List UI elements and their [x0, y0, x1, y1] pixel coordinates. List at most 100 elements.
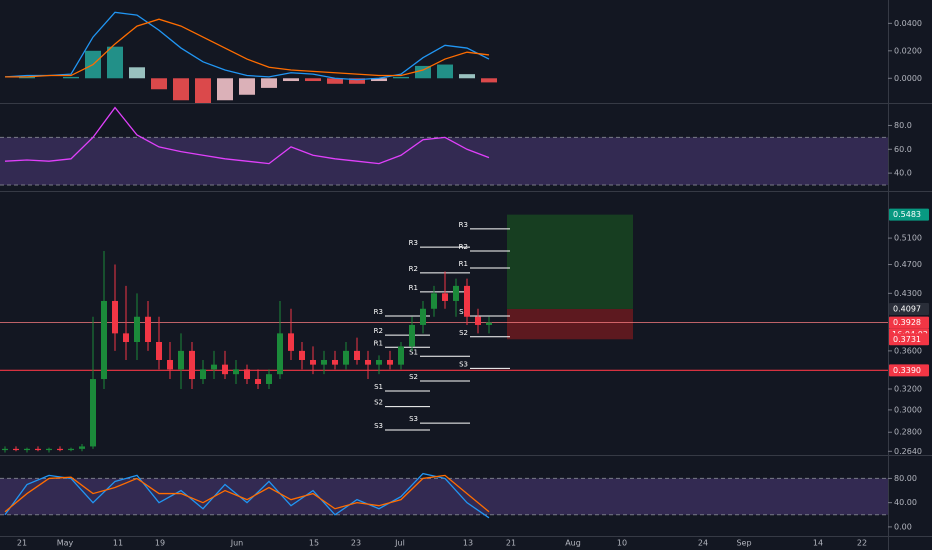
- histogram-bar: [481, 78, 497, 83]
- candle-body: [101, 300, 107, 380]
- pivot-label: S2: [459, 329, 468, 337]
- pivot-label: R2: [374, 327, 383, 335]
- histogram-bar: [283, 78, 299, 82]
- pivot-label: S2: [409, 373, 418, 381]
- candle-body: [409, 324, 415, 347]
- x-tick-label: 22: [857, 539, 867, 548]
- x-tick-label: 23: [351, 539, 361, 548]
- candle-body: [68, 448, 74, 451]
- candle-body: [398, 346, 404, 365]
- y-tick-label: 0.3600: [894, 346, 922, 355]
- x-tick-label: 21: [506, 539, 516, 548]
- indicator-line: [4, 474, 490, 513]
- candle-body: [189, 350, 195, 380]
- y-tick-label: 40.00: [894, 498, 917, 507]
- candle-body: [79, 446, 85, 449]
- candle-body: [387, 359, 393, 365]
- histogram-bar: [349, 78, 365, 84]
- y-tick-label: 0.0200: [894, 46, 922, 55]
- price-tag: [889, 302, 929, 315]
- candle-body: [211, 364, 217, 370]
- price-tag-label: 0.3731: [893, 335, 921, 344]
- y-tick-label: 40.0: [894, 169, 912, 178]
- pivot-label: R1: [374, 339, 383, 347]
- candle-body: [354, 350, 360, 360]
- histogram-bar: [415, 65, 431, 79]
- price-tag: [889, 316, 929, 329]
- pivot-label: R3: [409, 239, 418, 247]
- y-tick-label: 0.4700: [894, 260, 922, 269]
- histogram-bar: [459, 74, 475, 79]
- indicator-line: [4, 106, 490, 165]
- price-tag: [889, 208, 929, 221]
- candle-body: [167, 359, 173, 370]
- candle-body: [475, 316, 481, 325]
- candle-body: [255, 379, 261, 384]
- pivot-label: R1: [409, 284, 418, 292]
- histogram-bar: [129, 67, 145, 79]
- candle-body: [156, 341, 162, 360]
- y-tick-label: 0.0000: [894, 74, 922, 83]
- pivot-label: S3: [459, 360, 468, 368]
- candle-body: [332, 359, 338, 365]
- pivot-label: R1: [459, 260, 468, 268]
- histogram-bar: [393, 76, 409, 79]
- pivot-label: S2: [374, 399, 383, 407]
- histogram-bar: [327, 78, 343, 84]
- candle-body: [2, 448, 8, 451]
- indicator-line: [4, 472, 490, 519]
- pivot-label: S1: [459, 308, 468, 316]
- histogram-bar: [195, 78, 211, 103]
- histogram-bar: [305, 78, 321, 82]
- candle-body: [35, 448, 41, 451]
- candle-body: [24, 448, 30, 451]
- price-tag-label: 0.4097: [893, 304, 921, 313]
- candle-body: [365, 359, 371, 365]
- pivot-label: S1: [409, 348, 418, 356]
- candle-body: [178, 350, 184, 370]
- x-tick-label: 14: [813, 539, 823, 548]
- x-tick-label: 15: [309, 539, 319, 548]
- band: [0, 478, 888, 515]
- histogram-bar: [19, 76, 35, 79]
- profit-zone: [507, 214, 633, 309]
- price-tag-label: 0.3928: [893, 318, 921, 327]
- histogram-bar: [217, 78, 233, 101]
- y-tick-label: 0.3200: [894, 385, 922, 394]
- histogram-bar: [261, 78, 277, 88]
- x-tick-label: Sep: [736, 539, 751, 548]
- candle-body: [277, 333, 283, 375]
- y-tick-label: 0.00: [894, 522, 912, 531]
- y-tick-label: 0.0400: [894, 19, 922, 28]
- pivot-label: R3: [374, 308, 383, 316]
- candle-body: [420, 308, 426, 325]
- candle-body: [464, 285, 470, 317]
- candle-body: [486, 322, 492, 325]
- candle-body: [145, 316, 151, 342]
- x-tick-label: Jun: [230, 539, 244, 548]
- price-tag: [889, 333, 929, 346]
- indicator-line: [5, 18, 490, 78]
- candle-body: [343, 350, 349, 365]
- price-tag: [889, 364, 929, 377]
- y-tick-label: 80.0: [894, 121, 912, 130]
- candle-body: [431, 293, 437, 309]
- candle-body: [13, 448, 19, 451]
- y-tick-label: 0.3000: [894, 405, 922, 414]
- candle-body: [376, 359, 382, 365]
- candle-body: [233, 369, 239, 375]
- candle-body: [90, 379, 96, 447]
- y-tick-label: 0.2640: [894, 447, 922, 456]
- candle-body: [244, 369, 250, 380]
- x-tick-label: 11: [113, 539, 123, 548]
- pivot-label: R3: [459, 221, 468, 229]
- indicator-line: [4, 11, 490, 81]
- candle-body: [266, 374, 272, 384]
- candle-body: [442, 293, 448, 301]
- y-tick-label: 60.0: [894, 145, 912, 154]
- histogram-bar: [371, 78, 387, 82]
- y-tick-label: 0.4300: [894, 289, 922, 298]
- histogram-bar: [173, 78, 189, 101]
- candle-body: [57, 448, 63, 451]
